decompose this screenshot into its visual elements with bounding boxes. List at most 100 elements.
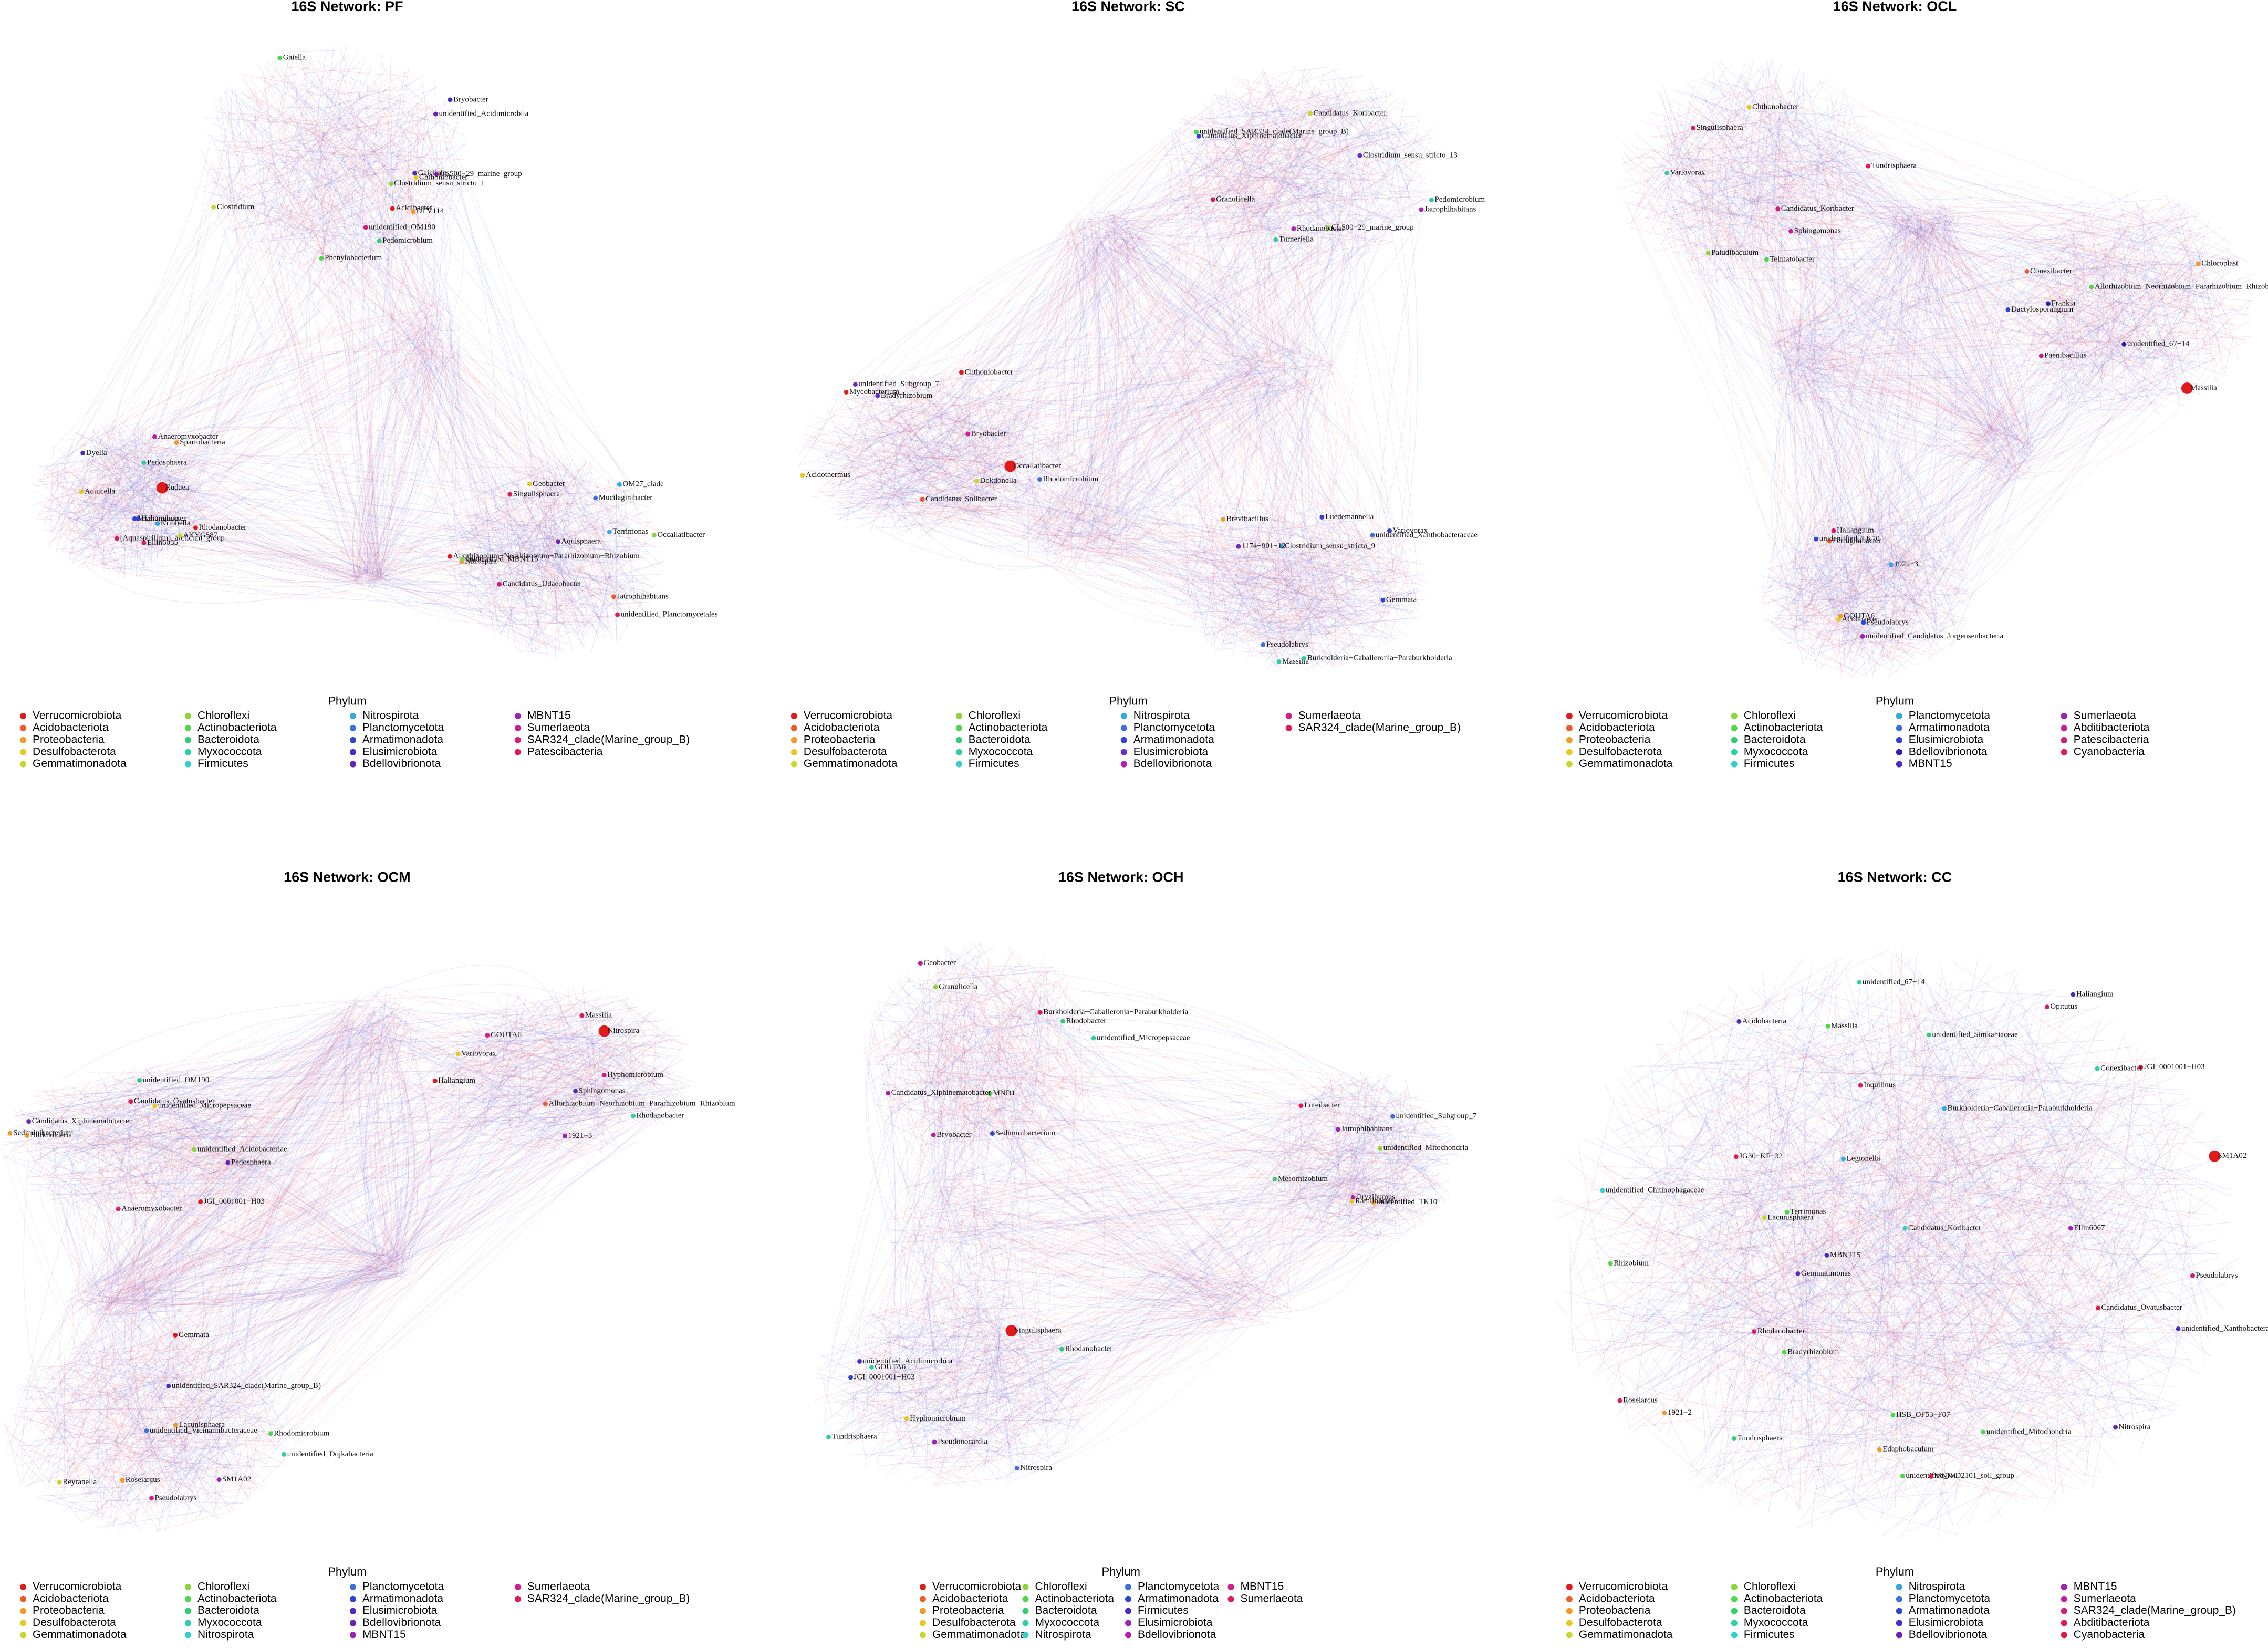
edge bbox=[328, 90, 420, 213]
edge bbox=[82, 461, 140, 498]
edge bbox=[272, 76, 419, 136]
edge bbox=[317, 96, 325, 242]
edge bbox=[518, 539, 533, 653]
edge bbox=[325, 77, 352, 84]
node-dot bbox=[507, 492, 513, 497]
edge bbox=[298, 112, 451, 237]
edge bbox=[278, 142, 358, 232]
edge bbox=[516, 498, 566, 563]
node-dot bbox=[412, 171, 418, 176]
edge bbox=[356, 116, 426, 180]
edge bbox=[287, 160, 435, 194]
edge bbox=[249, 95, 430, 189]
edge bbox=[215, 111, 450, 143]
legend-label: Actinobacteriota bbox=[969, 722, 1048, 734]
node-dot bbox=[1814, 536, 1819, 542]
edge bbox=[75, 550, 124, 574]
edge bbox=[58, 501, 129, 512]
panel-title: 16S Network: OCL bbox=[1833, 0, 1957, 14]
edge bbox=[571, 493, 606, 574]
edge bbox=[226, 169, 300, 195]
node-dot bbox=[1194, 129, 1199, 134]
edge bbox=[61, 492, 89, 503]
legend-swatch bbox=[955, 761, 962, 768]
edge bbox=[115, 466, 148, 525]
edge bbox=[157, 436, 178, 557]
legend-label: MBNT15 bbox=[527, 710, 571, 722]
edge bbox=[178, 501, 184, 536]
node-dot bbox=[448, 554, 453, 559]
edge bbox=[493, 513, 616, 581]
edge bbox=[55, 480, 75, 552]
node-dot bbox=[2121, 341, 2127, 347]
edge bbox=[228, 119, 401, 154]
edge bbox=[46, 506, 181, 537]
edge bbox=[169, 484, 201, 488]
node-dot bbox=[193, 525, 199, 531]
edge bbox=[534, 592, 540, 653]
edge bbox=[523, 501, 619, 506]
edge bbox=[468, 553, 659, 587]
edge bbox=[131, 470, 165, 526]
edge bbox=[443, 171, 467, 183]
node-label: Aquicella bbox=[85, 487, 116, 495]
legend-label: Sumerlaeota bbox=[2074, 710, 2136, 722]
node-label: Pseudolabrys bbox=[1867, 618, 1909, 626]
edge bbox=[56, 471, 152, 572]
edge bbox=[454, 528, 555, 645]
edge bbox=[305, 74, 387, 158]
edge bbox=[552, 482, 571, 623]
edge bbox=[51, 475, 169, 541]
node-dot bbox=[593, 495, 598, 501]
edge bbox=[556, 503, 616, 541]
edge bbox=[338, 45, 387, 161]
edge bbox=[460, 525, 538, 589]
node-label: 1174−901−12 bbox=[1242, 542, 1286, 551]
edge bbox=[480, 459, 554, 506]
legend-swatch bbox=[1566, 737, 1573, 743]
edge bbox=[309, 137, 339, 177]
edge bbox=[559, 634, 563, 637]
node-dot bbox=[1319, 514, 1325, 520]
edge bbox=[1318, 76, 1362, 82]
edge bbox=[88, 461, 201, 533]
edge bbox=[540, 532, 563, 574]
edge bbox=[139, 526, 156, 576]
edge bbox=[84, 447, 134, 541]
edge bbox=[318, 85, 391, 150]
edge bbox=[266, 199, 406, 243]
edge bbox=[107, 495, 123, 519]
edge bbox=[480, 521, 633, 617]
edge bbox=[253, 86, 301, 265]
edge bbox=[101, 425, 175, 547]
edge bbox=[378, 70, 406, 241]
edge bbox=[99, 491, 132, 520]
edge bbox=[525, 522, 555, 605]
legend-label: Sumerlaeota bbox=[527, 722, 590, 734]
edge bbox=[287, 157, 329, 214]
legend-label: Gemmatimonadota bbox=[804, 758, 898, 770]
edge bbox=[531, 469, 585, 642]
edge bbox=[274, 84, 450, 125]
edge bbox=[60, 478, 155, 552]
edge bbox=[105, 499, 129, 519]
edge bbox=[119, 508, 151, 519]
legend-swatch bbox=[184, 749, 191, 755]
edge bbox=[297, 251, 393, 261]
edge bbox=[479, 602, 650, 609]
node-dot bbox=[1861, 620, 1866, 625]
edge bbox=[308, 131, 345, 148]
edge bbox=[286, 134, 332, 163]
edge bbox=[304, 60, 362, 112]
edge bbox=[518, 456, 561, 600]
legend-label: Abditibacteriota bbox=[2074, 722, 2150, 734]
edge bbox=[137, 451, 170, 527]
edge bbox=[110, 423, 144, 465]
edge bbox=[87, 468, 127, 484]
edge bbox=[36, 492, 163, 567]
legend-label: Acidobacteriota bbox=[804, 722, 880, 734]
edge bbox=[321, 100, 341, 267]
edge bbox=[107, 451, 162, 540]
edge bbox=[114, 459, 136, 532]
edge bbox=[390, 159, 400, 222]
